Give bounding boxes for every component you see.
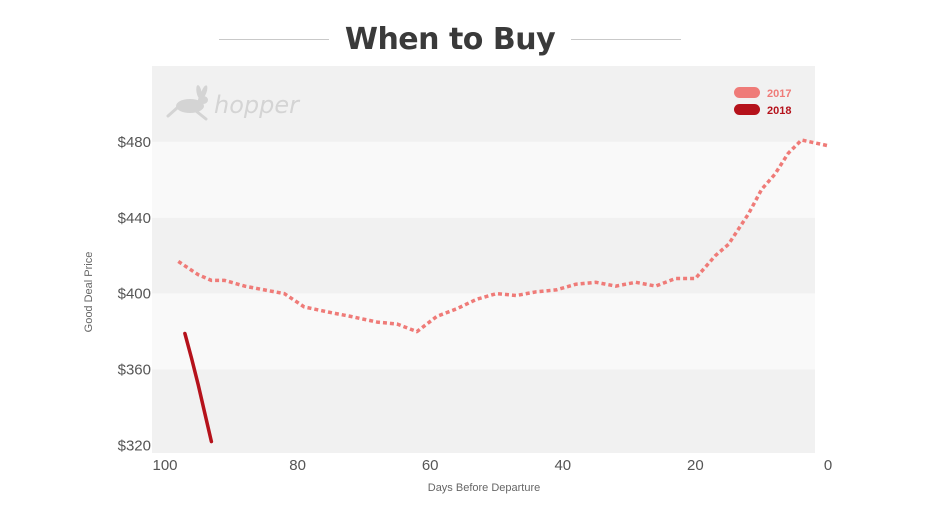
grid-band [152,66,815,142]
legend-swatch-2017 [734,87,760,98]
y-tick-label: $440 [118,210,151,227]
title-row: When to Buy [0,22,900,57]
x-tick-label: 40 [554,457,571,474]
x-axis-ticks: 100 80 60 40 20 0 [152,457,832,474]
series-lines [177,138,829,444]
series-line-2018 [183,331,214,444]
grid-band [152,293,815,370]
rabbit-icon [166,85,208,121]
y-tick-label: $360 [118,362,151,379]
grid-bands [152,66,815,453]
y-axis-title: Good Deal Price [83,252,95,333]
y-axis-ticks: $480 $440 $400 $360 $320 [118,134,151,455]
grid-band [152,141,815,218]
y-tick-label: $320 [118,437,151,454]
x-tick-label: 20 [687,457,704,474]
hopper-logo: hopper [166,85,301,121]
grid-band [152,369,815,453]
legend-label-2018: 2018 [767,105,791,117]
x-tick-label: 80 [289,457,306,474]
legend-label-2017: 2017 [767,88,791,100]
y-tick-label: $480 [118,134,151,151]
legend-swatch-2018 [734,104,760,115]
y-tick-label: $400 [118,286,151,303]
title-rule-right [571,39,682,40]
x-axis-title: Days Before Departure [428,482,541,494]
title-rule-left [218,39,329,40]
grid-band [152,217,815,294]
x-tick-label: 100 [152,457,177,474]
legend: 2017 2018 [734,87,791,117]
logo-text: hopper [214,91,301,119]
series-line-2017 [177,138,829,334]
x-tick-label: 0 [824,457,832,474]
chart-title: When to Buy [344,22,556,57]
x-tick-label: 60 [422,457,439,474]
